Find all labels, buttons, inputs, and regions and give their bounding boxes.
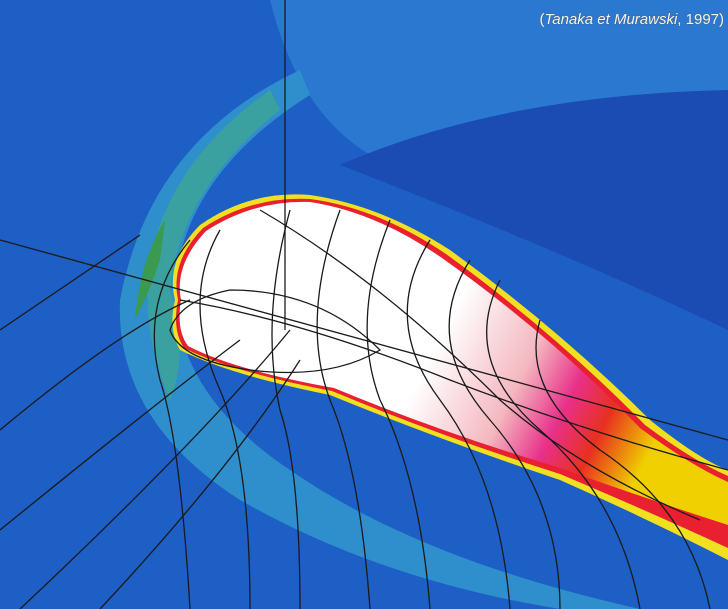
- citation-authors: Tanaka et Murawski: [544, 11, 678, 28]
- field-line: [316, 209, 371, 609]
- field-line: [448, 259, 561, 609]
- citation-year: , 1997): [677, 11, 724, 28]
- field-line: [0, 339, 241, 531]
- axis-line: [0, 239, 728, 441]
- field-line: [179, 299, 728, 471]
- field-line: [259, 209, 701, 521]
- field-line: [0, 299, 191, 431]
- bow-shock-inner: [147, 90, 280, 400]
- field-line: [366, 219, 431, 609]
- field-line: [19, 329, 291, 609]
- field-line: [153, 239, 191, 609]
- field-line: [406, 239, 511, 609]
- field-line: [0, 234, 141, 331]
- citation-open: (: [539, 11, 544, 28]
- field-line: [199, 229, 251, 609]
- field-line: [486, 279, 641, 609]
- magnetosphere-body: [179, 201, 728, 525]
- field-line: [99, 359, 301, 609]
- upper-region: [270, 0, 728, 160]
- bow-shock: [119, 70, 641, 609]
- field-loop: [169, 289, 382, 374]
- field-line: [535, 319, 711, 609]
- dark-lobe: [340, 90, 728, 330]
- green-patch: [135, 220, 165, 320]
- citation: (Tanaka et Murawski, 1997): [539, 11, 724, 28]
- field-line: [271, 209, 301, 609]
